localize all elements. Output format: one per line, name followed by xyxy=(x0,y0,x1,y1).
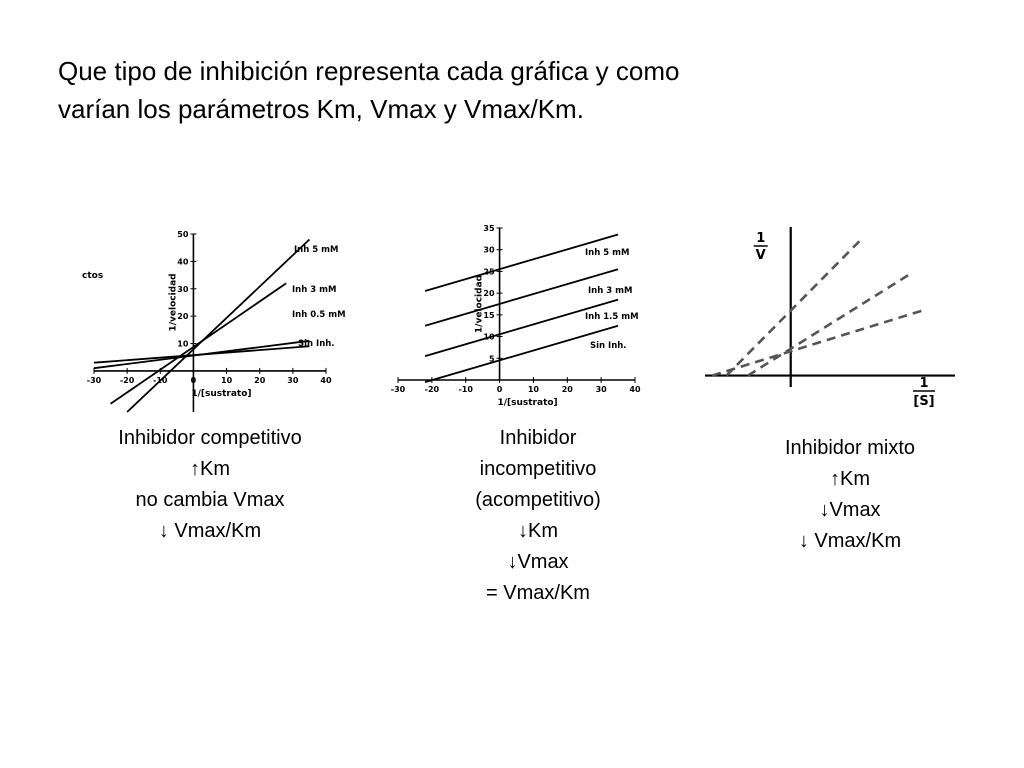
series-line xyxy=(725,237,864,377)
x-axis-label-numerator: 1 xyxy=(919,376,928,391)
caption-uncompetitive-line-1: Inhibidor xyxy=(499,427,577,449)
caption-uncompetitive-line-6: = Vmax/Km xyxy=(486,582,590,604)
series-line xyxy=(110,282,287,405)
y-tick-label: 35 xyxy=(483,224,495,233)
series-label: Inh 1.5 mM xyxy=(585,312,639,322)
uncompetitive-inhibition-chart: -30-20-1001020304051015202530351/[sustra… xyxy=(391,224,641,408)
x-tick-label: 30 xyxy=(596,385,608,394)
x-tick-label: 40 xyxy=(629,385,641,394)
y-tick-label: 50 xyxy=(177,230,189,239)
x-tick-label: 10 xyxy=(221,376,233,385)
caption-competitive-line-4: ↓ Vmax/Km xyxy=(158,520,262,542)
series-label: Inh 3 mM xyxy=(588,286,632,296)
x-tick-label: -10 xyxy=(458,385,473,394)
slide-title: Que tipo de inhibición representa cada g… xyxy=(58,52,878,128)
series-line xyxy=(126,238,311,413)
series-label: Inh 5 mM xyxy=(294,245,338,255)
x-tick-label: -30 xyxy=(391,385,406,394)
x-tick-label: 0 xyxy=(191,376,197,385)
x-tick-label: 30 xyxy=(287,376,299,385)
caption-uncompetitive-line-4: ↓Km xyxy=(518,520,558,542)
caption-uncompetitive-line-2: incompetitivo xyxy=(479,458,597,480)
caption-uncompetitive-line-3: (acompetitivo) xyxy=(475,489,601,511)
series-line xyxy=(93,345,310,364)
series-line xyxy=(424,268,619,327)
y-axis-label-numerator: 1 xyxy=(756,231,765,246)
x-tick-label: 40 xyxy=(320,376,332,385)
x-axis-label: 1/[sustrato] xyxy=(191,389,251,399)
caption-mixed: Inhibidor mixto ↑Km ↓Vmax ↓ Vmax/Km xyxy=(752,433,948,557)
series-label: Inh 5 mM xyxy=(585,248,629,258)
y-tick-label: 20 xyxy=(177,312,189,321)
series-label: Sin Inh. xyxy=(298,339,335,349)
x-tick-label: -20 xyxy=(120,376,135,385)
y-tick-label: 20 xyxy=(483,289,495,298)
y-axis-label-denominator: V xyxy=(756,248,766,263)
competitive-inhibition-chart: -30-20-1001020304010203040501/[sustrato]… xyxy=(82,230,346,413)
side-label: ctos xyxy=(82,271,103,281)
mixed-inhibition-chart: 1 V 1 [S] xyxy=(705,227,955,409)
caption-competitive: Inhibidor competitivo ↑Km no cambia Vmax ↓ … xyxy=(82,423,338,547)
x-tick-label: 10 xyxy=(528,385,540,394)
series-line xyxy=(747,271,913,377)
caption-mixed-line-2: ↑Km xyxy=(830,468,870,490)
y-tick-label: 10 xyxy=(177,340,189,349)
x-tick-label: -20 xyxy=(425,385,440,394)
caption-competitive-line-2: ↑Km xyxy=(190,458,230,480)
caption-mixed-line-4: ↓ Vmax/Km xyxy=(798,530,902,552)
x-axis-label-denominator: [S] xyxy=(913,394,934,409)
series-line xyxy=(424,324,619,384)
caption-uncompetitive-line-5: ↓Vmax xyxy=(507,551,569,573)
y-tick-label: 15 xyxy=(483,311,495,320)
series-line xyxy=(711,308,927,377)
y-tick-label: 30 xyxy=(483,246,495,255)
x-tick-label: 20 xyxy=(562,385,574,394)
x-tick-label: -30 xyxy=(87,376,102,385)
series-line xyxy=(424,233,619,292)
caption-uncompetitive: Inhibidor incompetitivo (acompetitivo) ↓Km ↓… xyxy=(440,423,636,609)
series-label: Inh 3 mM xyxy=(292,285,336,295)
y-tick-label: 40 xyxy=(177,257,189,266)
series-label: Sin Inh. xyxy=(590,341,627,351)
caption-mixed-line-1: Inhibidor mixto xyxy=(784,437,916,459)
y-tick-label: 5 xyxy=(489,354,495,363)
y-axis-label: 1/velocidad xyxy=(475,275,485,333)
caption-competitive-line-3: no cambia Vmax xyxy=(135,489,285,511)
caption-competitive-line-1: Inhibidor competitivo xyxy=(118,427,302,449)
slide-title-line-2: varían los parámetros Km, Vmax y Vmax/Km… xyxy=(58,94,584,124)
series-line xyxy=(424,298,619,357)
y-tick-label: 30 xyxy=(177,285,189,294)
caption-mixed-line-3: ↓Vmax xyxy=(819,499,881,521)
x-tick-label: 0 xyxy=(497,385,503,394)
slide-title-line-1: Que tipo de inhibición representa cada g… xyxy=(58,56,680,86)
series-label: Inh 0.5 mM xyxy=(292,310,346,320)
x-axis-label: 1/[sustrato] xyxy=(497,398,557,408)
x-tick-label: 20 xyxy=(254,376,266,385)
y-axis-label: 1/velocidad xyxy=(168,273,178,331)
